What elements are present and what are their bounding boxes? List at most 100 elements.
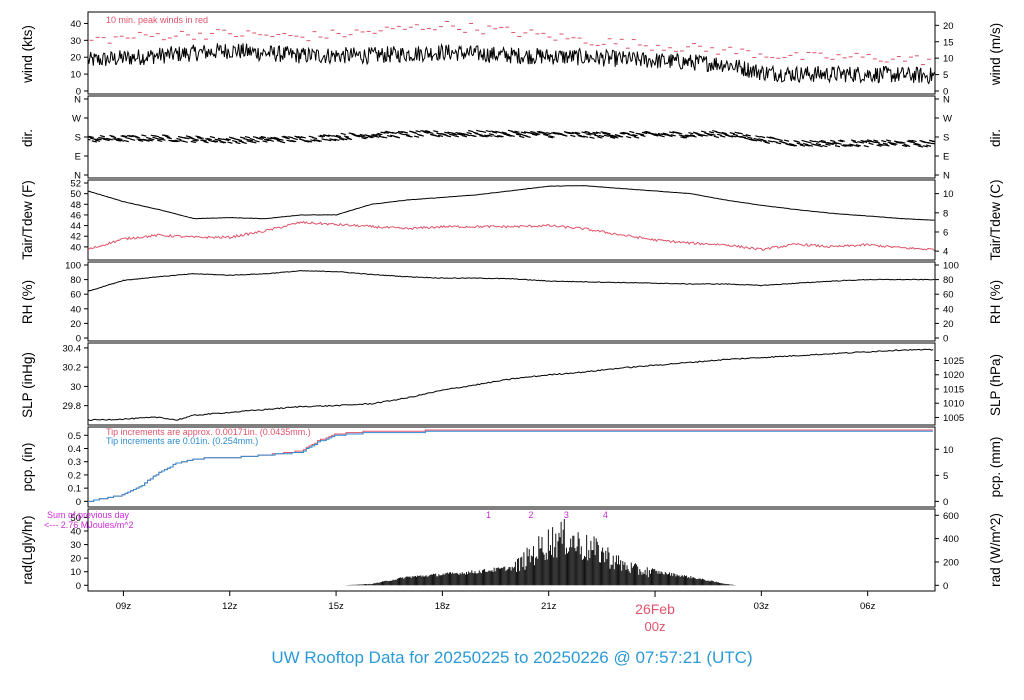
y-axis-label-slp: SLP (inHg) [20,352,35,418]
wind-dir-mark [437,134,444,138]
wind-dir-mark [335,134,342,138]
y-axis-label-pcp: pcp. (in) [20,443,35,492]
wind-dir-mark [625,136,632,139]
y-tick-label: 0 [76,581,81,592]
wind-dir-mark [498,134,504,138]
wind-dir-mark [530,130,536,134]
wind-dir-mark [876,144,882,147]
wind-dir-mark [235,141,241,145]
wind-dir-mark [723,133,729,136]
wind-dir-mark [697,134,704,137]
wind-dir-mark [629,130,635,134]
y-tick-label: 40 [70,242,81,253]
y-tick-label: 0.4 [68,444,81,455]
wind-dir-mark [868,142,874,146]
y-tick-label: 30 [70,540,81,551]
wind-dir-mark [911,139,917,143]
wind-dir-mark [452,133,458,136]
wind-dir-mark [211,140,217,143]
wind-dir-mark [879,143,885,146]
wind-dir-mark [375,133,381,137]
wind-dir-mark [149,138,155,141]
radiation-marker: 4 [603,510,608,520]
y-tick-label: 40 [70,527,81,538]
wind-dir-mark [421,130,428,133]
wind-dir-mark [582,135,589,138]
y-tick-label: 20 [70,554,81,565]
wind-dir-mark [448,133,455,137]
wind-dir-mark [147,139,153,142]
wind-dir-mark [900,141,906,144]
plot-area-temp [88,185,935,252]
y2-tick-label: 15 [943,37,954,48]
wind-dir-mark [460,133,466,136]
wind-dir-mark [332,135,338,138]
wind-dir-mark [828,142,834,146]
wind-dir-mark [268,139,275,142]
y-axis-label-wind: wind (kts) [20,25,35,84]
wind-dir-mark [350,132,356,136]
wind-dir-mark [217,137,224,140]
wind-dir-mark [445,134,452,138]
wind-dir-mark [649,132,656,135]
wind-dir-mark [257,137,263,140]
wind-dir-mark [246,140,252,143]
wind-dir-mark [847,144,853,147]
wind-dir-mark [930,140,935,143]
wind-dir-mark [818,140,825,144]
wind-dir-mark [686,134,692,137]
y2-tick-label: 200 [943,557,959,568]
wind-dir-mark [913,143,919,146]
wind-dir-mark [118,139,125,142]
y2-tick-label: 8 [943,208,948,219]
wind-dir-mark [830,139,836,143]
wind-dir-mark [815,142,822,146]
wind-dir-mark [589,136,595,139]
wind-dir-mark [327,134,334,137]
wind-dir-mark [874,141,881,144]
panel-frame-slp [87,342,936,426]
panel-frame-wind [87,11,936,95]
wind-dir-mark [354,135,361,138]
wind-dir-mark [766,136,772,139]
wind-dir-mark [404,133,410,136]
wind-dir-mark [334,138,340,142]
air-temperature-line [88,185,935,221]
wind-dir-mark [251,141,257,144]
y2-tick-label: 60 [943,290,954,301]
wind-dir-mark [683,135,689,138]
wind-dir-mark [836,142,842,145]
wind-dir-mark [227,141,233,144]
wind-dir-mark [480,130,487,134]
wind-dir-mark [608,135,614,138]
wind-dir-mark [342,138,348,141]
wind-dir-mark [831,142,837,145]
wind-dir-mark [568,131,574,135]
wind-dir-mark [196,136,203,140]
wind-dir-mark [517,132,523,136]
wind-dir-mark [881,140,887,143]
wind-dir-mark [890,143,896,146]
wind-dir-mark [541,131,547,135]
wind-dir-mark [130,138,136,141]
wind-dir-mark [244,135,251,139]
y-tick-label: 44 [70,221,81,232]
plot-area-dir [88,129,935,148]
wind-dir-mark [267,137,273,140]
panel-frame-pcp [87,426,936,508]
y-tick-label: 42 [70,232,81,243]
wind-dir-mark [814,140,820,143]
panel-frame-temp [87,179,936,261]
wind-dir-mark [592,131,598,135]
wind-dir-mark [901,144,908,148]
wind-dir-mark [361,137,367,140]
wind-dir-mark [485,130,491,133]
wind-dir-mark [710,133,716,136]
wind-dir-mark [809,139,815,143]
wind-dir-mark [291,139,297,143]
wind-dir-mark [512,131,519,134]
wind-dir-mark [501,131,507,134]
wind-dir-mark [91,140,98,143]
y2-tick-label: 1015 [943,384,964,395]
y-tick-label: N [74,95,81,106]
